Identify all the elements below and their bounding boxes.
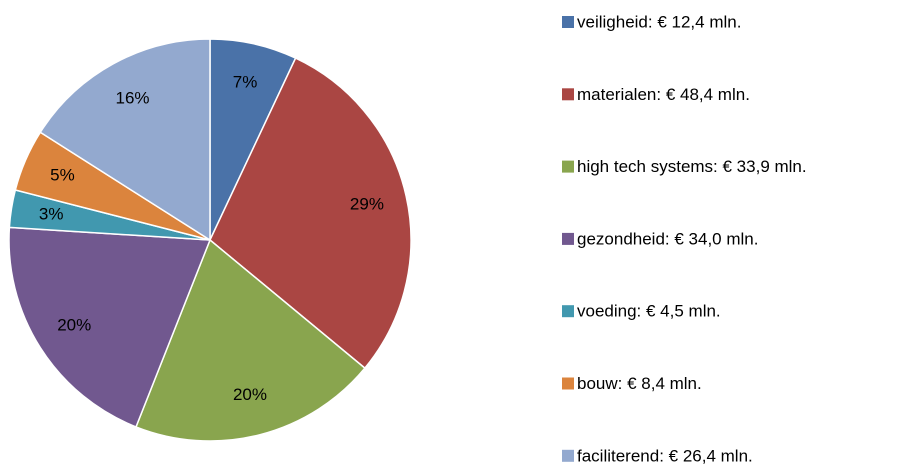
slice-label: 16% [116, 89, 150, 108]
slice-label: 20% [57, 316, 91, 335]
legend-swatch [562, 232, 574, 245]
slice-label: 7% [233, 73, 258, 92]
legend-swatch [562, 16, 574, 28]
pie-slice [135, 238, 366, 442]
slice-label: 29% [350, 194, 384, 213]
pie-slice [209, 57, 412, 370]
slice-label: 5% [50, 166, 75, 185]
legend-swatch [562, 377, 574, 390]
legend-swatch [562, 88, 574, 101]
legend-swatch [562, 160, 574, 173]
legend-label: materialen: € 48,4 mln. [577, 85, 750, 104]
legend-label: faciliterend: € 26,4 mln. [577, 446, 753, 464]
pie-slice [8, 226, 212, 428]
legend-label: voeding: € 4,5 mln. [577, 302, 721, 321]
legend-swatch [562, 449, 574, 462]
legend-label: high tech systems: € 33,9 mln. [577, 157, 807, 176]
legend-label: veiligheid: € 12,4 mln. [577, 12, 741, 31]
legend-label: bouw: € 8,4 mln. [577, 374, 702, 393]
legend-label: gezondheid: € 34,0 mln. [577, 229, 758, 248]
legend-swatch [562, 305, 574, 318]
slice-label: 3% [39, 204, 64, 223]
slice-label: 20% [233, 385, 267, 404]
pie-slice [39, 38, 211, 242]
